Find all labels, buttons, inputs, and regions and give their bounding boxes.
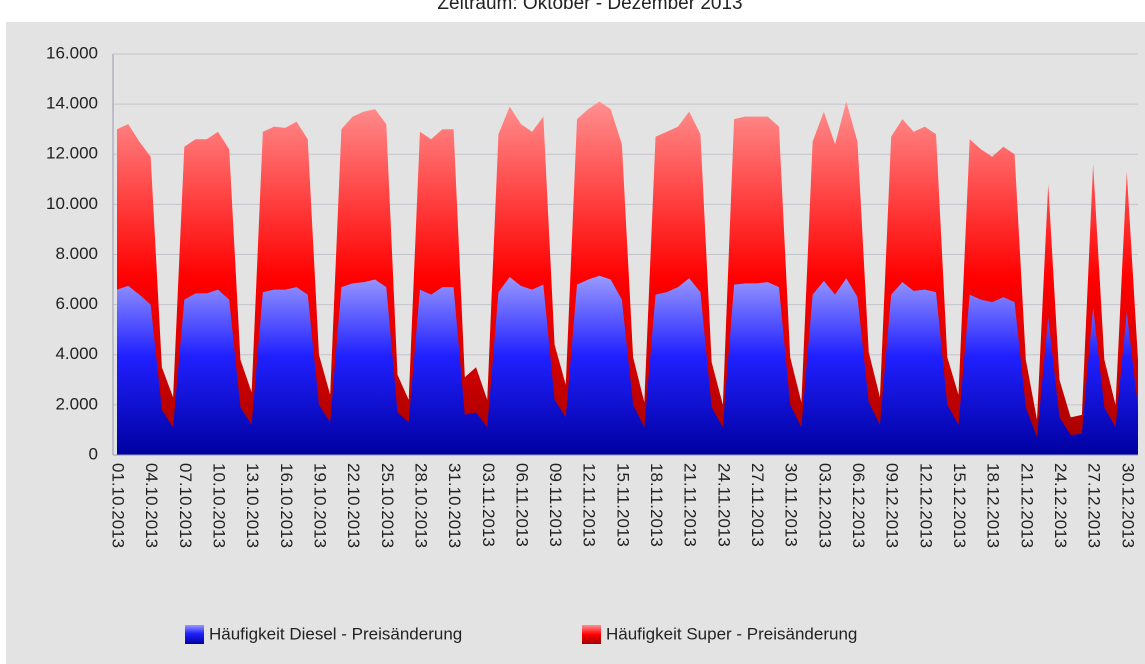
x-tick-label: 15.12.2013 — [950, 463, 969, 548]
y-tick-label: 10.000 — [46, 194, 98, 213]
x-tick-label: 09.11.2013 — [546, 463, 565, 547]
legend-label: Häufigkeit Diesel - Preisänderung — [209, 624, 462, 643]
area — [117, 275, 1138, 455]
x-tick-label: 15.11.2013 — [613, 463, 632, 547]
legend-label: Häufigkeit Super - Preisänderung — [606, 624, 857, 643]
x-tick-label: 27.11.2013 — [748, 463, 767, 547]
x-tick-label: 16.10.2013 — [277, 463, 296, 548]
y-tick-label: 14.000 — [46, 94, 98, 113]
x-tick-label: 24.12.2013 — [1051, 463, 1070, 548]
x-tick-label: 12.11.2013 — [580, 463, 599, 547]
legend-swatch — [185, 625, 204, 644]
x-tick-label: 06.11.2013 — [512, 463, 531, 547]
x-tick-label: 31.10.2013 — [445, 463, 464, 548]
x-tick-label: 18.12.2013 — [984, 463, 1003, 548]
y-tick-label: 4.000 — [55, 344, 98, 363]
x-tick-label: 30.11.2013 — [782, 463, 801, 547]
x-tick-label: 21.12.2013 — [1017, 463, 1036, 548]
x-tick-label: 01.10.2013 — [109, 463, 128, 548]
x-tick-label: 18.11.2013 — [647, 463, 666, 547]
x-tick-label: 24.11.2013 — [714, 463, 733, 547]
x-tick-label: 19.10.2013 — [310, 463, 329, 548]
legend-swatch — [582, 625, 601, 644]
x-tick-label: 03.11.2013 — [479, 463, 498, 547]
x-tick-label: 13.10.2013 — [243, 463, 262, 548]
y-tick-label: 16.000 — [46, 43, 98, 62]
x-tick-label: 10.10.2013 — [209, 463, 228, 548]
y-tick-label: 12.000 — [46, 144, 98, 163]
x-tick-label: 03.12.2013 — [815, 463, 834, 548]
x-tick-label: 07.10.2013 — [176, 463, 195, 548]
y-tick-label: 6.000 — [55, 294, 98, 313]
y-tick-label: 0 — [89, 444, 98, 463]
x-tick-label: 06.12.2013 — [849, 463, 868, 548]
chart-title: Zeitraum: Oktober - Dezember 2013 — [437, 0, 742, 14]
x-tick-label: 09.12.2013 — [883, 463, 902, 548]
x-tick-label: 30.12.2013 — [1118, 463, 1137, 548]
x-tick-label: 27.12.2013 — [1085, 463, 1104, 548]
y-tick-label: 8.000 — [55, 244, 98, 263]
x-tick-label: 04.10.2013 — [142, 463, 161, 548]
x-tick-label: 21.11.2013 — [681, 463, 700, 547]
x-tick-label: 28.10.2013 — [411, 463, 430, 548]
x-tick-label: 25.10.2013 — [378, 463, 397, 548]
x-tick-label: 12.12.2013 — [916, 463, 935, 548]
x-tick-label: 22.10.2013 — [344, 463, 363, 548]
y-tick-label: 2.000 — [55, 394, 98, 413]
